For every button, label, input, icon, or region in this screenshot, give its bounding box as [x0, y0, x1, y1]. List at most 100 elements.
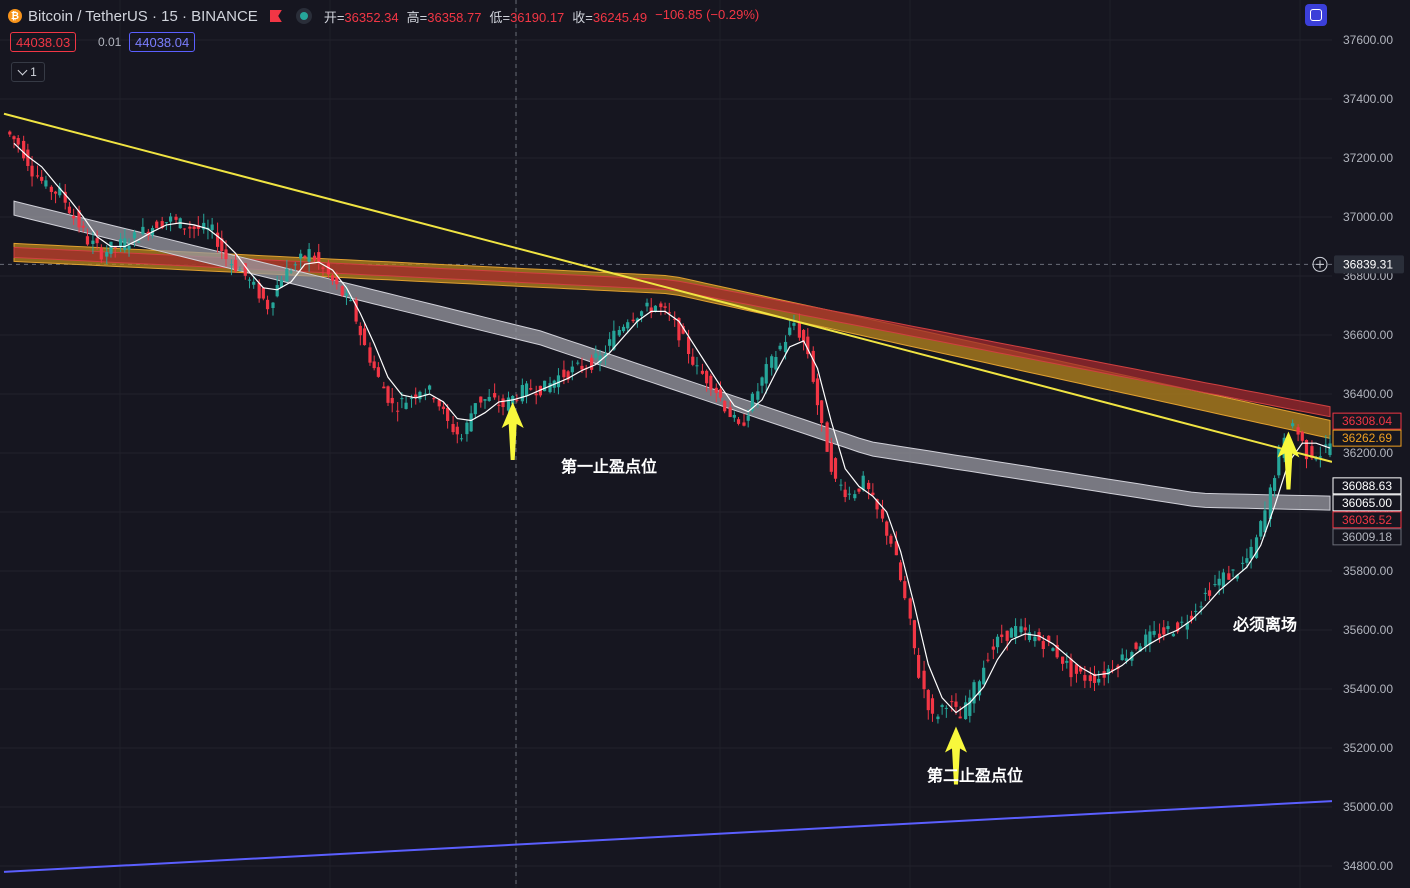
candle-body [1268, 487, 1272, 520]
candle-body [404, 402, 408, 409]
candle-body [875, 499, 879, 510]
candle-body [1092, 673, 1097, 683]
candle-body [612, 330, 616, 350]
candle-body [414, 394, 418, 398]
candle-body [1083, 675, 1087, 681]
symbol-title[interactable]: Bitcoin / TetherUS · 15 · BINANCE [28, 7, 258, 25]
candle-body [649, 307, 653, 313]
candle-body [1079, 667, 1083, 672]
candle-body [700, 370, 705, 374]
candle-body [1051, 648, 1055, 651]
candle-body [137, 241, 141, 243]
candle-body [465, 422, 469, 435]
candle-body [382, 386, 386, 389]
candle-body [354, 299, 358, 322]
low-label: 低= [489, 9, 511, 25]
price-label-ma-white: 36088.63 [1342, 479, 1392, 493]
candle-body [1055, 644, 1059, 658]
candle-body [26, 149, 30, 166]
candle-body [811, 350, 815, 382]
candle-body [732, 414, 736, 418]
candle-body [677, 318, 681, 341]
candle-body [944, 707, 948, 709]
price-axis-tick-label: 35800.00 [1343, 564, 1393, 578]
price-label-box [1332, 477, 1402, 495]
candle-body [792, 323, 796, 326]
candle-body [400, 398, 404, 400]
moving-average-line [13, 142, 1331, 714]
candle-body [843, 489, 847, 498]
bitcoin-icon: ₿ [8, 9, 22, 23]
candle-body [22, 140, 26, 159]
candle-body [1259, 521, 1263, 537]
candle-body [853, 494, 857, 499]
price-label-ribbon-red: 36308.04 [1342, 414, 1392, 428]
candle-body [580, 365, 584, 370]
candle-body [570, 366, 574, 373]
annotation-must-exit: 必须离场 [1233, 617, 1298, 634]
candle-body [210, 224, 214, 231]
screenshot-icon [1310, 9, 1322, 21]
sell-price-button[interactable]: 44038.03 [10, 32, 77, 52]
ohlc-values: 开=36352.34 高=36358.77 低=36190.17 收=36245… [324, 7, 759, 26]
candle-body [1199, 606, 1203, 608]
price-axis-tick-label: 36600.00 [1343, 328, 1393, 342]
candle-body [894, 541, 898, 556]
price-label-ribbon-orange: 36262.69 [1342, 431, 1392, 445]
market-status-icon [295, 8, 312, 24]
buy-price-button[interactable]: 44038.04 [129, 32, 196, 52]
flag-icon[interactable] [269, 10, 282, 22]
candle-body [728, 407, 732, 418]
indicator-toggle-button[interactable]: 1 [11, 62, 45, 82]
candle-body [954, 701, 958, 707]
candle-body [639, 311, 644, 316]
candle-body [1310, 446, 1314, 459]
gray-ribbon [13, 200, 1331, 511]
candle-body [1254, 537, 1259, 558]
price-axis-tick-label: 35200.00 [1343, 741, 1393, 755]
price-axis-tick-label: 37400.00 [1343, 92, 1393, 106]
candle-body [742, 422, 746, 426]
price-axis-labels: 36839.31 36308.04 36262.69 36088.63 36065.00… [1312, 255, 1404, 546]
candle-body [1138, 646, 1142, 652]
candle-body [81, 225, 85, 228]
candle-body [1041, 641, 1045, 650]
candle-body [912, 620, 917, 649]
candle-body [778, 345, 782, 350]
candle-body [770, 356, 774, 368]
candle-body [1019, 626, 1023, 633]
candle-body [1241, 562, 1245, 564]
screenshot-button[interactable] [1305, 4, 1327, 26]
candle-body [196, 225, 200, 229]
candle-body [635, 318, 639, 322]
candle-body [867, 482, 871, 490]
candle-body [566, 371, 570, 380]
candle-body [358, 325, 362, 336]
candle-body [432, 398, 436, 400]
plus-circle-icon [1312, 256, 1328, 272]
candle-body [188, 226, 192, 229]
candle-body [1162, 627, 1166, 635]
candle-body [1074, 664, 1079, 674]
annotation-arrows [501, 402, 1300, 785]
candle-body [705, 370, 709, 384]
candle-body [908, 598, 912, 619]
candle-body [691, 356, 695, 365]
candle-body [326, 263, 331, 275]
candle-body [362, 328, 367, 346]
candle-body [168, 216, 173, 222]
candle-body [307, 249, 311, 262]
candle-body [1180, 621, 1184, 623]
candle-body [238, 269, 242, 271]
candle-body [243, 263, 247, 276]
candle-body [459, 438, 464, 440]
candle-body [1171, 633, 1176, 637]
candle-body [760, 377, 764, 386]
close-value: 36245.49 [592, 9, 648, 25]
candle-body [783, 341, 788, 353]
price-label-ma-white-2: 36065.00 [1342, 496, 1392, 510]
indicator-count: 1 [30, 65, 37, 79]
candle-body [247, 279, 252, 281]
change-value: −106.85 (−0.29%) [655, 6, 760, 22]
